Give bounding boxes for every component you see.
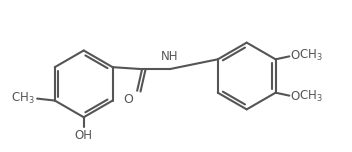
Text: CH$_3$: CH$_3$ bbox=[12, 91, 35, 106]
Text: O: O bbox=[290, 90, 300, 103]
Text: NH: NH bbox=[161, 50, 178, 63]
Text: O: O bbox=[123, 93, 133, 106]
Text: CH$_3$: CH$_3$ bbox=[299, 48, 323, 63]
Text: CH$_3$: CH$_3$ bbox=[299, 89, 323, 104]
Text: OH: OH bbox=[75, 129, 93, 142]
Text: O: O bbox=[290, 49, 300, 62]
